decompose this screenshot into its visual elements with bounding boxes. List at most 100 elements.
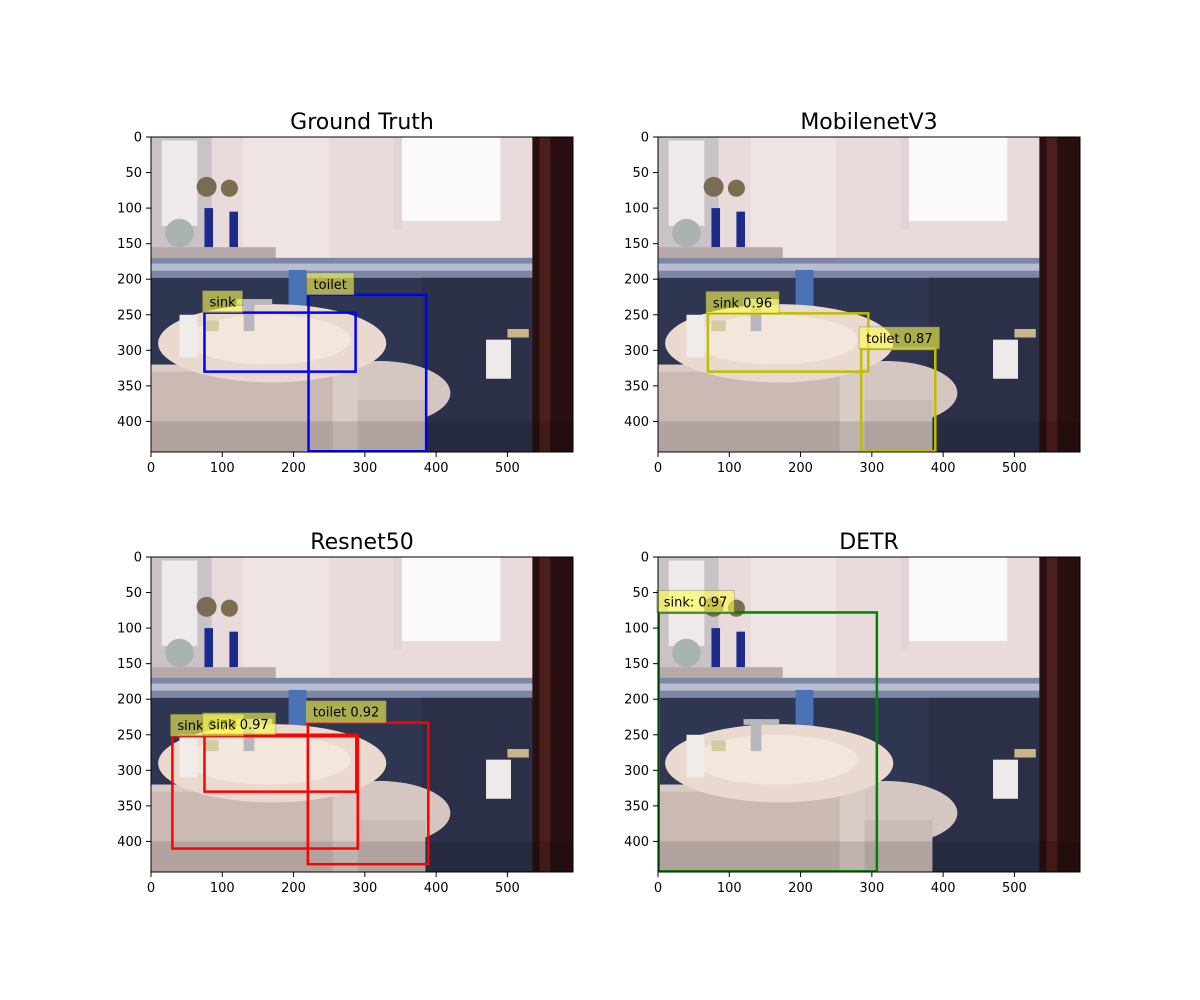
y-tick-label: 350 [117,379,142,394]
box-label: toilet [314,278,347,293]
y-tick-label: 250 [624,308,649,323]
y-tick-label: 50 [632,586,649,601]
x-tick-label: 500 [495,461,520,476]
x-tick-label: 100 [210,461,235,476]
label-background [202,712,277,736]
y-tick-label: 350 [624,379,649,394]
x-tick-label: 0 [654,461,662,476]
x-tick-label: 100 [717,881,742,896]
y-tick-label: 0 [641,551,649,566]
y-tick-label: 50 [125,166,142,181]
label-background [202,290,244,314]
box-label: sink [209,296,236,311]
x-tick-label: 0 [147,461,155,476]
y-tick-label: 250 [624,728,649,743]
y-axis: 0 50 100 150 200 250 300 350 400 [117,131,151,430]
y-tick-label: 100 [117,202,142,217]
x-tick-label: 500 [495,881,520,896]
label-background [705,290,780,314]
x-tick-label: 100 [210,881,235,896]
y-tick-label: 0 [134,131,142,146]
y-tick-label: 250 [117,308,142,323]
x-tick-label: 200 [281,461,306,476]
y-tick-label: 150 [624,657,649,672]
detection-boxes [203,293,428,452]
x-tick-label: 100 [717,461,742,476]
x-tick-label: 300 [352,881,377,896]
y-tick-label: 300 [624,764,649,779]
box-label: sink 0.97 [209,718,268,733]
y-tick-label: 350 [624,799,649,814]
bounding-box [658,611,879,872]
x-tick-label: 400 [424,461,449,476]
y-tick-label: 200 [117,273,142,288]
y-tick-label: 150 [117,657,142,672]
x-axis: 0 100 200 300 400 500 [147,452,520,476]
y-tick-label: 150 [624,237,649,252]
y-tick-label: 300 [117,344,142,359]
bounding-box [203,733,358,793]
y-tick-label: 50 [632,166,649,181]
y-tick-label: 0 [641,131,649,146]
x-tick-label: 200 [281,881,306,896]
x-tick-label: 300 [859,461,884,476]
y-tick-label: 100 [117,622,142,637]
box-label: sink: 0.97 [664,595,728,610]
label-background [858,326,941,350]
detection-boxes [658,611,879,872]
x-tick-label: 400 [424,881,449,896]
x-tick-label: 500 [1002,881,1027,896]
y-tick-label: 200 [624,693,649,708]
label-background [656,590,735,613]
y-tick-label: 150 [117,237,142,252]
y-tick-label: 100 [624,202,649,217]
y-tick-label: 0 [134,551,142,566]
x-tick-label: 400 [931,881,956,896]
x-axis: 0 100 200 300 400 500 [654,452,1027,476]
y-tick-label: 400 [117,835,142,850]
axes-frame [150,136,574,453]
panel-detr: DETR sink: 0.97 0 100 200 300 400 500 0 50 100 150 2… [624,530,1081,896]
y-tick-label: 400 [624,835,649,850]
panel-title: MobilenetV3 [800,110,937,135]
panel-mobilenetv3: MobilenetV3 sink 0.96 toilet 0.87 0 100 200 30… [624,110,1081,476]
axes-frame [657,556,1081,873]
axes-frame [150,556,574,873]
box-label: toilet 0.92 [313,706,379,721]
x-tick-label: 400 [931,461,956,476]
panel-title: Resnet50 [310,530,413,555]
x-tick-label: 500 [1002,461,1027,476]
x-tick-label: 300 [352,461,377,476]
x-tick-label: 200 [788,461,813,476]
panel-title: DETR [839,530,899,555]
y-tick-label: 100 [624,622,649,637]
x-tick-label: 200 [788,881,813,896]
y-tick-label: 50 [125,586,142,601]
x-axis: 0 100 200 300 400 500 [147,872,520,896]
x-tick-label: 0 [147,881,155,896]
axes-frame [657,136,1081,453]
y-tick-label: 250 [117,728,142,743]
y-tick-label: 200 [117,693,142,708]
y-tick-label: 300 [117,764,142,779]
label-background [305,700,387,724]
label-background [306,272,355,296]
panel-title: Ground Truth [290,110,434,135]
y-axis: 0 50 100 150 200 250 300 350 400 [117,551,151,850]
box-label: sink 0.96 [713,296,772,311]
y-tick-label: 400 [624,415,649,430]
bounding-box [307,293,428,452]
y-axis: 0 50 100 150 200 250 300 350 400 [624,551,658,850]
x-tick-label: 300 [859,881,884,896]
x-axis: 0 100 200 300 400 500 [654,872,1027,896]
y-tick-label: 200 [624,273,649,288]
y-axis: 0 50 100 150 200 250 300 350 400 [624,131,658,430]
box-label: toilet 0.87 [866,332,932,347]
y-tick-label: 350 [117,799,142,814]
panel-ground-truth: Ground Truth sink toilet 0 100 200 300 400 500 0 5… [117,110,574,476]
x-tick-label: 0 [654,881,662,896]
detection-labels: sink 0.96 toilet 0.87 [705,290,941,350]
